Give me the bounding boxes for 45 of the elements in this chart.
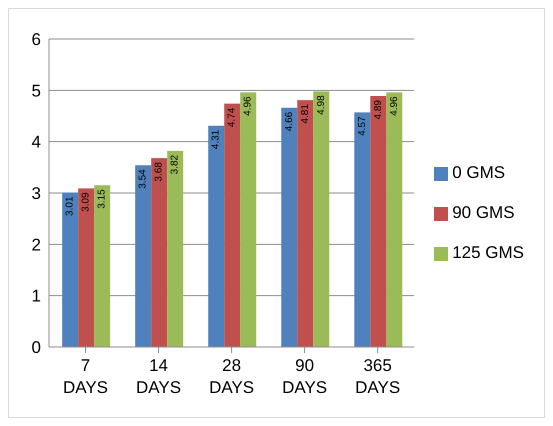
data-label: 4.89: [372, 100, 384, 120]
x-tick-label: 14 DAYS: [136, 356, 182, 397]
legend-label: 90 GMS: [452, 203, 515, 222]
x-tick-label: 90 DAYS: [282, 356, 328, 397]
bar: [78, 188, 94, 347]
bar: [151, 158, 168, 347]
legend-label: 125 GMS: [452, 243, 524, 262]
legend-label: 0 GMS: [452, 163, 506, 182]
data-label: 3.68: [154, 162, 165, 182]
x-tick-label: 365 DAYS: [355, 356, 400, 397]
data-label: 3.01: [64, 196, 76, 216]
bar: [167, 150, 184, 347]
bar: [281, 108, 298, 347]
data-label: 4.96: [388, 96, 400, 116]
data-label: 3.09: [80, 192, 92, 212]
data-label: 4.81: [300, 104, 311, 124]
bar: [354, 112, 370, 347]
bar: [370, 96, 386, 347]
x-tick-label: 28 DAYS: [209, 356, 254, 397]
y-tick-label: 6: [32, 30, 41, 50]
y-tick-label: 2: [32, 235, 41, 254]
y-tick-label: 4: [32, 132, 41, 152]
data-label: 4.66: [284, 111, 295, 132]
bar: [386, 92, 402, 347]
y-tick-label: 5: [32, 81, 41, 100]
bar: [297, 100, 314, 347]
data-label: 4.98: [316, 94, 327, 115]
bar: [224, 104, 240, 347]
x-tick-label: 7 DAYS: [62, 356, 108, 397]
bar: [313, 91, 330, 347]
data-label: 4.57: [356, 116, 368, 136]
bar: [240, 92, 256, 347]
data-label: 4.31: [210, 129, 222, 150]
y-tick-label: 0: [32, 338, 41, 358]
bar: [62, 192, 78, 347]
data-label: 4.74: [226, 107, 238, 128]
y-tick-label: 3: [32, 184, 41, 204]
data-label: 3.82: [170, 154, 181, 174]
bar: [94, 185, 110, 347]
bar: [208, 126, 224, 347]
y-tick-label: 1: [32, 286, 41, 306]
bar: [135, 165, 152, 347]
data-label: 4.96: [242, 96, 254, 116]
data-label: 3.15: [96, 188, 108, 209]
data-label: 3.54: [138, 168, 149, 189]
